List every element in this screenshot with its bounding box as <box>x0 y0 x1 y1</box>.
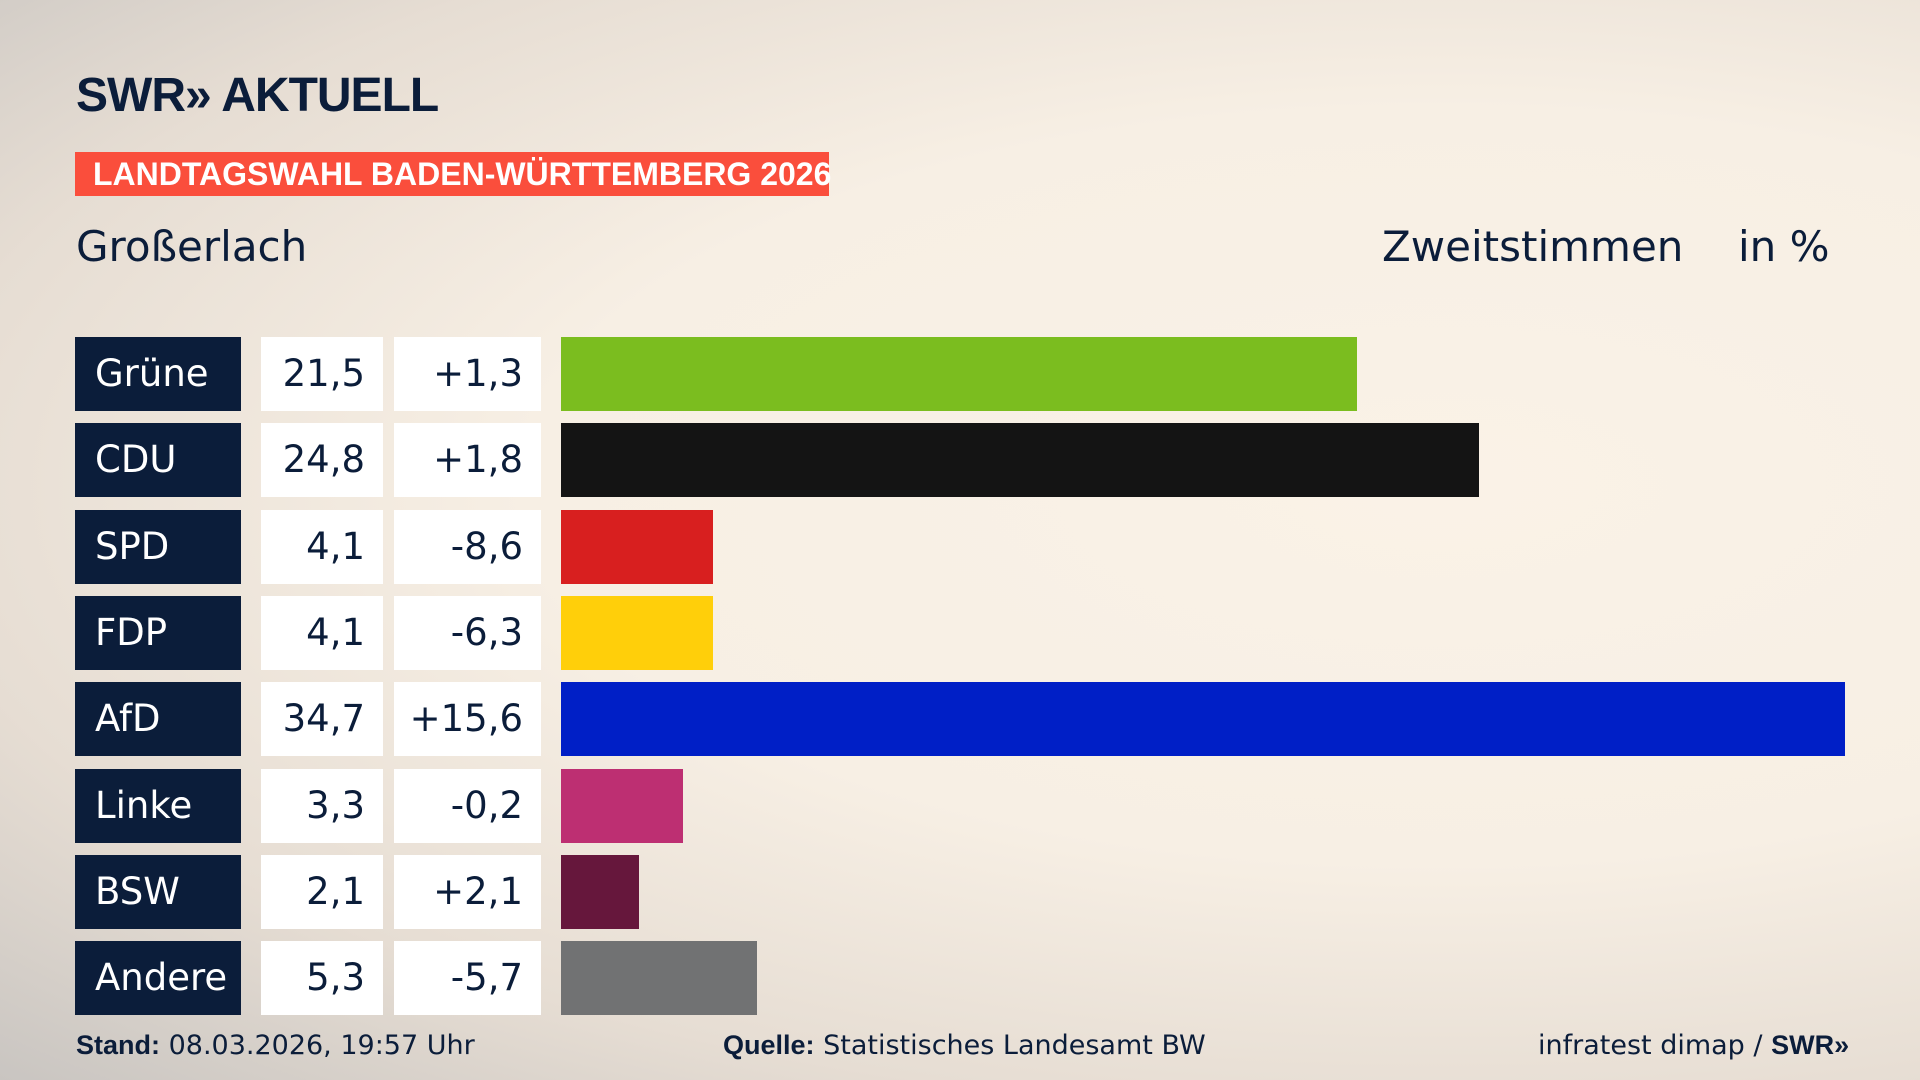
diff-label: +1,8 <box>394 423 541 498</box>
bar-grüne <box>561 337 1357 411</box>
bar-linke <box>561 768 684 843</box>
value-label: 34,7 <box>261 682 383 757</box>
diff-label: -0,2 <box>394 768 541 843</box>
party-label: CDU <box>75 423 241 498</box>
swr-logo-small: SWR» <box>1771 1030 1850 1060</box>
diff-label: -5,7 <box>394 941 541 1016</box>
place-title: Großerlach <box>76 222 308 271</box>
diff-label: -8,6 <box>394 509 541 584</box>
bar-cdu <box>561 423 1479 498</box>
party-label: SPD <box>75 509 241 584</box>
diff-label: +2,1 <box>394 854 541 929</box>
party-label: BSW <box>75 854 241 929</box>
election-banner: LANDTAGSWAHL BADEN-WÜRTTEMBERG 2026 <box>75 152 831 196</box>
source-label: Quelle: <box>723 1030 815 1060</box>
value-label: 2,1 <box>261 854 383 929</box>
stand-value: 08.03.2026, 19:57 Uhr <box>160 1030 475 1061</box>
bar-andere <box>561 941 758 1016</box>
value-label: 4,1 <box>261 595 383 670</box>
source-value: Statistisches Landesamt BW <box>814 1030 1206 1061</box>
stand-text: Stand: 08.03.2026, 19:57 Uhr <box>76 1030 475 1061</box>
party-label: AfD <box>75 682 241 757</box>
diff-label: -6,3 <box>394 595 541 670</box>
value-label: 21,5 <box>261 337 383 411</box>
stand-label: Stand: <box>76 1030 160 1060</box>
party-label: Linke <box>75 768 241 843</box>
credit-text: infratest dimap / SWR» <box>1538 1030 1849 1061</box>
bar-afd <box>561 682 1845 757</box>
bar-fdp <box>561 595 713 670</box>
party-label: Grüne <box>75 337 241 411</box>
value-label: 4,1 <box>261 509 383 584</box>
source-text: Quelle: Statistisches Landesamt BW <box>723 1030 1206 1061</box>
bar-bsw <box>561 854 639 929</box>
bar-spd <box>561 509 713 584</box>
diff-label: +15,6 <box>394 682 541 757</box>
value-label: 3,3 <box>261 768 383 843</box>
credit-label: infratest dimap / <box>1538 1030 1772 1061</box>
swr-aktuell-logo: SWR» AKTUELL <box>76 69 439 122</box>
diff-label: +1,3 <box>394 337 541 411</box>
measure-label: Zweitstimmen <box>1382 222 1684 271</box>
unit-label: in % <box>1738 222 1830 271</box>
value-label: 5,3 <box>261 941 383 1016</box>
value-label: 24,8 <box>261 423 383 498</box>
party-label: Andere <box>75 941 241 1016</box>
party-label: FDP <box>75 595 241 670</box>
